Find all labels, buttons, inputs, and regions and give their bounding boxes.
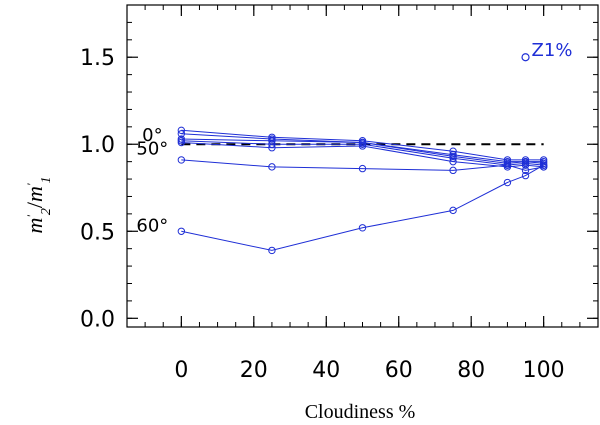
series-6-point — [521, 166, 530, 175]
y-tick-label: 1.5 — [80, 46, 115, 71]
y-tick-labels: 0.0 0.5 1.0 1.5 — [80, 46, 115, 332]
series-5-point — [521, 161, 530, 169]
series-line-5 — [181, 142, 544, 168]
annotations: 0°50° 60° — [136, 125, 168, 237]
series-line-6 — [181, 159, 544, 171]
series-7-point — [521, 171, 530, 180]
series-6-point — [449, 166, 457, 175]
x-tick-label: 40 — [312, 358, 340, 383]
y-axis-title-sub1: 1 — [39, 176, 54, 183]
series-layer — [177, 126, 548, 255]
y-axis-title-sub2: 2 — [39, 208, 54, 215]
y-axis-title-prime1: ' — [24, 183, 38, 186]
x-tick-label: 20 — [240, 358, 268, 383]
y-tick-label: 0.0 — [80, 307, 115, 332]
y-axis-title: m'2/m'1 — [22, 176, 54, 233]
series-6-point — [358, 164, 367, 173]
y-axis-title-prime2: ' — [24, 215, 38, 218]
major-ticks — [127, 5, 598, 327]
series-line-7 — [181, 164, 544, 251]
series-7-point — [268, 246, 276, 255]
series-5-point — [449, 157, 457, 166]
series-7-point — [503, 178, 512, 187]
series-7-point — [358, 224, 367, 232]
series-6-point — [503, 161, 512, 169]
series-6-point — [268, 163, 276, 171]
angle-label: 0° — [142, 125, 162, 146]
series-6-point — [177, 156, 186, 164]
plot-frame — [126, 4, 599, 328]
y-axis-title-slash: / — [22, 201, 47, 208]
y-tick-label: 0.5 — [80, 220, 115, 245]
series-7-point — [449, 206, 457, 215]
x-axis-title: Cloudiness % — [305, 401, 416, 423]
series-5-point — [358, 142, 367, 150]
series-7-point — [177, 227, 186, 235]
series-7-point — [539, 161, 548, 169]
angle-label: 60° — [136, 215, 168, 236]
y-axis-title-m1: m — [22, 186, 47, 202]
angle-label: 50° — [136, 139, 168, 160]
series-5-point — [177, 138, 186, 147]
x-tick-label: 60 — [385, 358, 413, 383]
legend: Z1% — [521, 40, 573, 62]
x-tick-label: 100 — [523, 358, 565, 383]
series-5-point — [268, 144, 276, 152]
y-axis-title-m2: m — [22, 218, 47, 234]
x-tick-label: 0 — [174, 358, 188, 383]
legend-marker — [521, 53, 530, 62]
series-2-point — [177, 130, 186, 138]
x-tick-label: 80 — [457, 358, 485, 383]
legend-label: Z1% — [532, 40, 573, 61]
x-tick-labels: 0 20 40 60 80 100 — [174, 358, 564, 383]
y-tick-label: 1.0 — [80, 133, 115, 158]
